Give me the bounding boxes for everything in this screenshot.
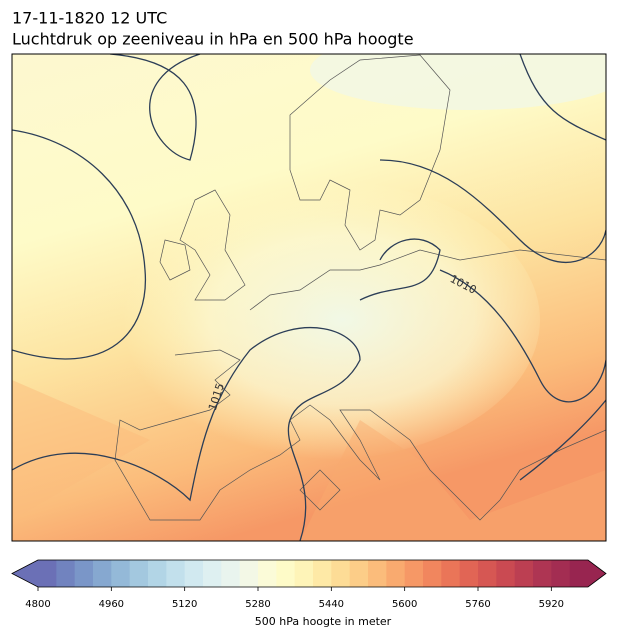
colorbar-tick-label: 5120 [172, 599, 197, 610]
colorbar-tick-label: 5440 [319, 599, 344, 610]
colorbar-segment [56, 560, 76, 587]
colorbar-segment [129, 560, 149, 587]
colorbar-segment [496, 560, 516, 587]
colorbar-label: 500 hPa hoogte in meter [255, 615, 392, 628]
colorbar-segment [203, 560, 222, 587]
colorbar-segment [221, 560, 241, 587]
colorbar-segment [386, 560, 406, 587]
colorbar-segment [276, 560, 296, 587]
colorbar-segment [423, 560, 442, 587]
colorbar-segment [551, 560, 571, 587]
subtitle: Luchtdruk op zeeniveau in hPa en 500 hPa… [12, 30, 414, 49]
colorbar-segment [166, 560, 186, 587]
isobars [12, 54, 606, 541]
colorbar-segment [74, 560, 94, 587]
colorbar-segment [459, 560, 479, 587]
map-frame [11, 53, 607, 542]
colorbar-segment [294, 560, 314, 587]
colorbar-segment [93, 560, 112, 587]
colorbar-tick-label: 4800 [25, 599, 50, 610]
colorbar-tick-label: 5760 [465, 599, 490, 610]
colorbar-segment [258, 560, 277, 587]
map: 1010 1015 [12, 54, 606, 541]
height-field [12, 380, 150, 520]
colorbar-segment [349, 560, 369, 587]
colorbar-extend [588, 560, 606, 587]
colorbar-segment [148, 560, 167, 587]
colorbar-segment [111, 560, 131, 587]
colorbar-extend [12, 560, 38, 587]
colorbar-tick-label: 5280 [245, 599, 270, 610]
title: 17-11-1820 12 UTC [12, 9, 167, 28]
height-field [300, 420, 606, 541]
colorbar-segment [514, 560, 534, 587]
colorbar-tick-label: 5920 [539, 599, 564, 610]
colorbar-outline [11, 559, 607, 588]
colorbar-segment [368, 560, 387, 587]
colorbar-segment [331, 560, 351, 587]
colorbar-tick-label: 4960 [99, 599, 124, 610]
height-field [100, 180, 540, 460]
height-field [310, 54, 606, 110]
colorbar-segment [441, 560, 461, 587]
colorbar-tick-label: 5600 [392, 599, 417, 610]
colorbar-segment [533, 560, 552, 587]
colorbar-segment [184, 560, 204, 587]
colorbar-segment [404, 560, 424, 587]
colorbar-segment [239, 560, 259, 587]
colorbar: 4800 4960 5120 5280 5440 5600 5760 5920 [11, 559, 607, 610]
colorbar-segment [313, 560, 332, 587]
colorbar-segment [38, 560, 57, 587]
colorbar-segment [569, 560, 589, 587]
colorbar-segment [478, 560, 497, 587]
